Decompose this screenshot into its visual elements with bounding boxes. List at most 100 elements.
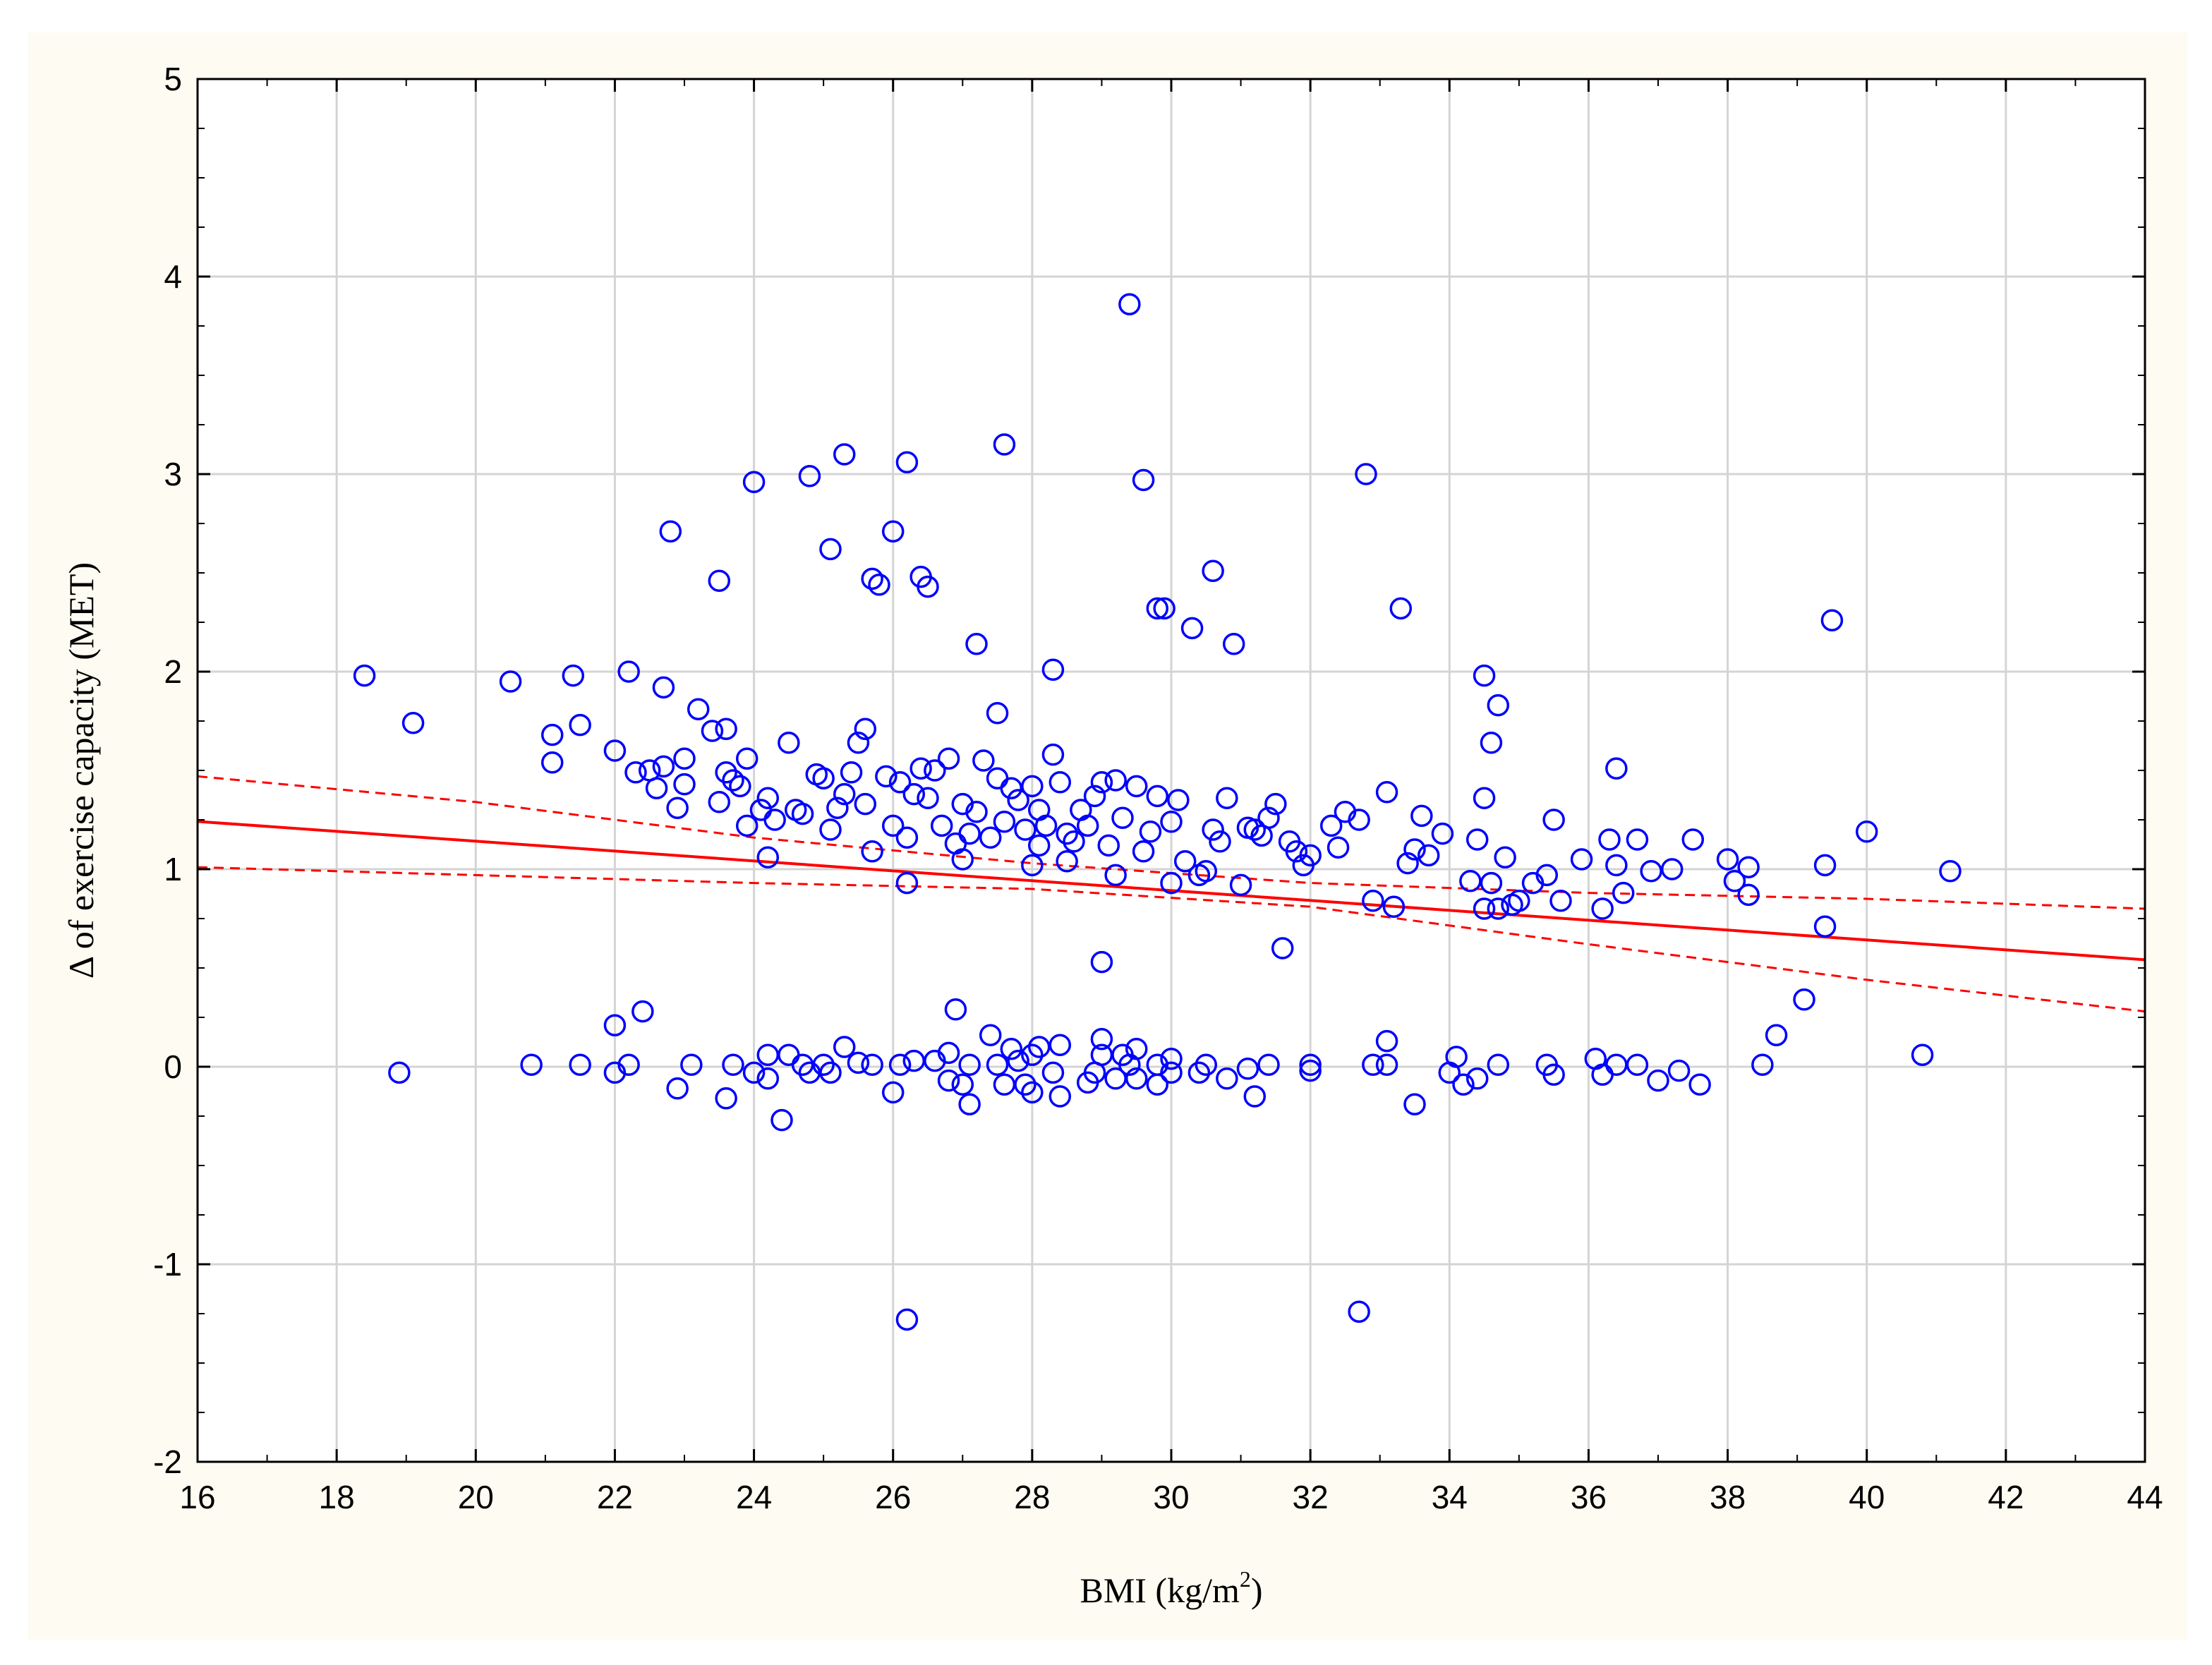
y-tick-label: 4	[164, 258, 182, 295]
data-point	[715, 718, 737, 740]
data-point	[986, 702, 1009, 725]
data-point	[902, 782, 926, 806]
data-point	[673, 773, 696, 796]
data-point	[1389, 597, 1413, 620]
data-point	[1473, 664, 1496, 687]
data-point	[1716, 848, 1739, 871]
data-point	[735, 814, 759, 837]
data-point	[1535, 864, 1559, 887]
data-point	[1056, 822, 1078, 845]
data-point	[742, 471, 766, 493]
data-point	[1465, 828, 1489, 851]
data-point	[1355, 463, 1377, 485]
data-point	[708, 791, 731, 813]
data-point	[1090, 771, 1113, 794]
data-point	[673, 747, 696, 770]
data-point	[756, 787, 780, 809]
data-point	[875, 765, 898, 788]
data-point	[1362, 1053, 1384, 1076]
data-point	[979, 1024, 1002, 1046]
data-point	[569, 713, 591, 737]
data-point	[888, 771, 912, 794]
y-tick-label: 1	[164, 851, 182, 888]
data-point	[1480, 871, 1503, 895]
data-point	[722, 769, 744, 792]
data-point	[1027, 834, 1051, 857]
data-point	[1855, 821, 1878, 843]
data-point	[1688, 1073, 1711, 1096]
data-point	[756, 1067, 780, 1090]
data-point	[1139, 821, 1162, 843]
data-point	[798, 465, 821, 488]
data-point	[1813, 854, 1837, 877]
data-point	[1111, 806, 1134, 829]
y-tick-label: 0	[164, 1048, 182, 1085]
data-point	[895, 1308, 919, 1331]
data-point	[1202, 559, 1224, 582]
data-point	[1820, 609, 1844, 631]
data-point	[1348, 809, 1370, 831]
data-point	[631, 1000, 654, 1023]
data-point	[1222, 633, 1245, 655]
data-point	[1063, 830, 1085, 853]
data-point	[1097, 834, 1120, 857]
data-point	[1160, 1061, 1183, 1084]
data-point	[1410, 804, 1433, 828]
data-point	[1612, 881, 1635, 904]
data-point	[1007, 789, 1029, 811]
data-point	[861, 840, 883, 863]
data-point	[1939, 860, 1962, 883]
data-point	[1048, 1085, 1072, 1108]
data-point	[1160, 1048, 1183, 1070]
data-point	[819, 818, 842, 841]
data-point	[881, 520, 905, 543]
data-point	[1480, 732, 1503, 754]
data-point	[1160, 871, 1183, 895]
data-point	[1487, 1053, 1510, 1076]
data-point	[1417, 844, 1440, 867]
data-point	[1118, 293, 1141, 315]
data-point	[1737, 883, 1760, 907]
data-point	[1041, 658, 1065, 681]
data-point	[812, 767, 835, 789]
data-point	[1640, 860, 1662, 883]
data-point	[1125, 1067, 1148, 1090]
data-point	[1090, 950, 1113, 974]
data-point	[1660, 858, 1684, 880]
x-tick-label: 30	[1153, 1479, 1189, 1515]
data-point	[847, 1051, 870, 1074]
data-point	[993, 811, 1016, 833]
data-point	[1681, 828, 1705, 851]
y-tick-label: 5	[164, 61, 182, 97]
x-tick-label: 18	[319, 1479, 355, 1515]
data-point	[917, 575, 939, 598]
data-point	[1508, 890, 1530, 912]
data-point	[645, 777, 668, 799]
data-point	[1403, 1093, 1426, 1115]
data-point	[666, 797, 689, 819]
data-point	[1793, 988, 1815, 1011]
data-point	[540, 723, 564, 746]
data-point	[1723, 870, 1746, 892]
data-point	[499, 670, 522, 693]
x-tick-label: 34	[1432, 1479, 1468, 1515]
data-point	[401, 712, 425, 734]
data-point	[701, 720, 724, 742]
data-point	[965, 633, 988, 655]
data-point	[1487, 694, 1510, 717]
data-point	[1396, 852, 1419, 875]
data-point	[1319, 814, 1343, 837]
data-point	[1271, 937, 1294, 959]
data-point	[1382, 895, 1406, 918]
data-point	[1605, 757, 1628, 780]
data-point	[624, 761, 647, 784]
data-point	[1375, 1053, 1398, 1076]
x-axis-title-main: BMI (kg/m	[1080, 1570, 1240, 1610]
data-point	[854, 718, 877, 740]
data-point	[1403, 838, 1426, 861]
data-point	[833, 782, 856, 806]
data-point	[1487, 897, 1510, 920]
data-point	[847, 732, 870, 754]
data-point	[1257, 1053, 1280, 1076]
data-point	[666, 1077, 689, 1100]
